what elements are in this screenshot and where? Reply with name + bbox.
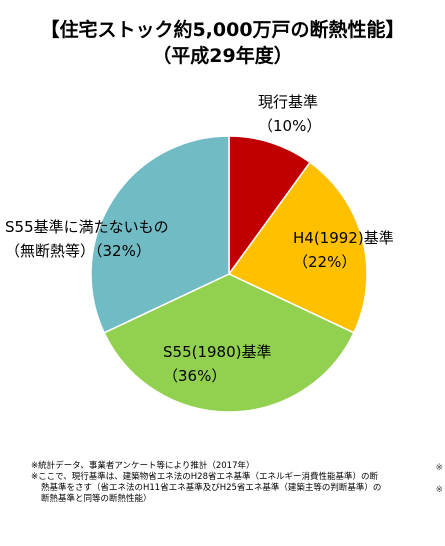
slice-label-0: 現行基準	[258, 93, 318, 111]
chart-subtitle: （平成29年度）	[152, 45, 293, 67]
footnote-definition-cont1: 熱基準をさす（省エネ法のH11省エネ基準及びH25省エネ基準（建築主等の判断基準…	[41, 483, 382, 493]
chart-title: 【住宅ストック約5,000万戸の断熱性能】	[40, 19, 405, 41]
slice-label-2: S55(1980)基準	[163, 343, 272, 361]
footnote-definition-cont2: 断熱基準と同等の断熱性能）	[41, 494, 152, 504]
edge-note-mark-1: ※	[435, 463, 443, 473]
footnotes: ※統計データ、事業者アンケート等により推計（2017年） ※ここで、現行基準は、…	[31, 461, 436, 505]
slice-label-1: H4(1992)基準	[293, 229, 394, 247]
slice-label-3: S55基準に満たないもの	[5, 218, 169, 236]
pie-slice-3	[90, 135, 230, 334]
edge-note-mark-2: ※	[435, 485, 443, 495]
pie-slice-0	[228, 135, 312, 277]
slice-percent-2: （36%）	[163, 367, 226, 385]
pie-slice-2	[103, 273, 355, 413]
slice-percent-3: （無断熱等）（32%）	[5, 242, 151, 260]
footnote-source: ※統計データ、事業者アンケート等により推計（2017年）	[31, 461, 255, 471]
slice-percent-0: （10%）	[258, 117, 321, 135]
footnote-definition: ※ここで、現行基準は、建築物省エネ法のH28省エネ基準（エネルギー消費性能基準）…	[31, 472, 378, 482]
slice-percent-1: （22%）	[293, 253, 356, 271]
